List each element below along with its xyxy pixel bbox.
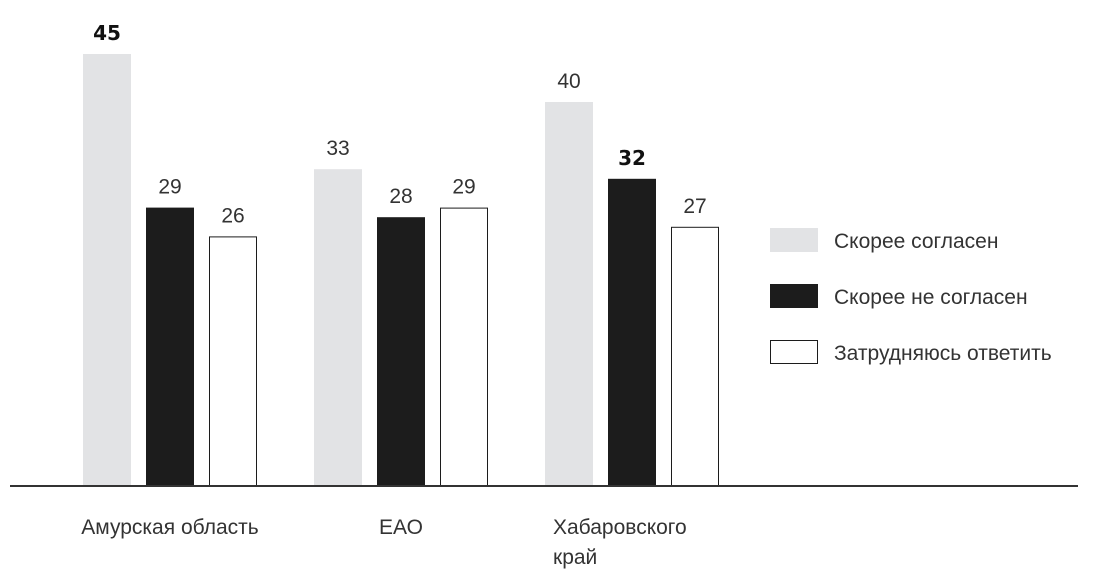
bars-group <box>83 54 719 487</box>
legend-swatch-0 <box>770 228 818 252</box>
bar-1-2 <box>440 207 488 487</box>
category-label-2: Хабаровского край <box>553 516 687 569</box>
legend-label-1: Скорее не согласен <box>834 286 1028 309</box>
legend-swatch-2 <box>770 340 818 364</box>
data-label-0-0: 45 <box>93 21 121 45</box>
bar-2-0 <box>545 102 593 486</box>
category-label-line-2-1: край <box>553 546 597 569</box>
category-label-line-2-0: Хабаровского <box>553 516 687 539</box>
bar-0-1 <box>146 207 194 487</box>
bar-2-1 <box>608 178 656 487</box>
legend-swatch-1 <box>770 284 818 308</box>
category-label-0: Амурская область <box>81 516 258 539</box>
category-labels-group: Амурская область ЕАО Хабаровского край <box>81 516 686 569</box>
data-label-2-0: 40 <box>557 70 580 93</box>
bar-1-0 <box>314 169 362 486</box>
bar-1-1 <box>377 217 425 487</box>
category-label-line-0-0: Амурская область <box>81 516 258 539</box>
data-label-1-1: 28 <box>389 185 412 208</box>
bar-0-2 <box>209 236 257 487</box>
legend-label-2: Затрудняюсь ответить <box>834 342 1052 365</box>
category-label-line-1-0: ЕАО <box>379 516 423 539</box>
data-label-0-1: 29 <box>158 176 181 199</box>
data-label-2-1: 32 <box>618 146 646 170</box>
data-label-1-2: 29 <box>452 176 475 199</box>
bar-0-0 <box>83 54 131 486</box>
data-label-1-0: 33 <box>326 137 349 160</box>
category-label-1: ЕАО <box>379 516 423 539</box>
data-label-2-2: 27 <box>683 195 706 218</box>
legend: Скорее согласен Скорее не согласен Затрудн… <box>770 228 1052 365</box>
data-label-0-2: 26 <box>221 204 244 227</box>
legend-label-0: Скорее согласен <box>834 230 998 253</box>
bar-2-2 <box>671 226 719 487</box>
value-labels-group: 45 29 26 33 28 29 40 32 27 <box>93 21 707 227</box>
